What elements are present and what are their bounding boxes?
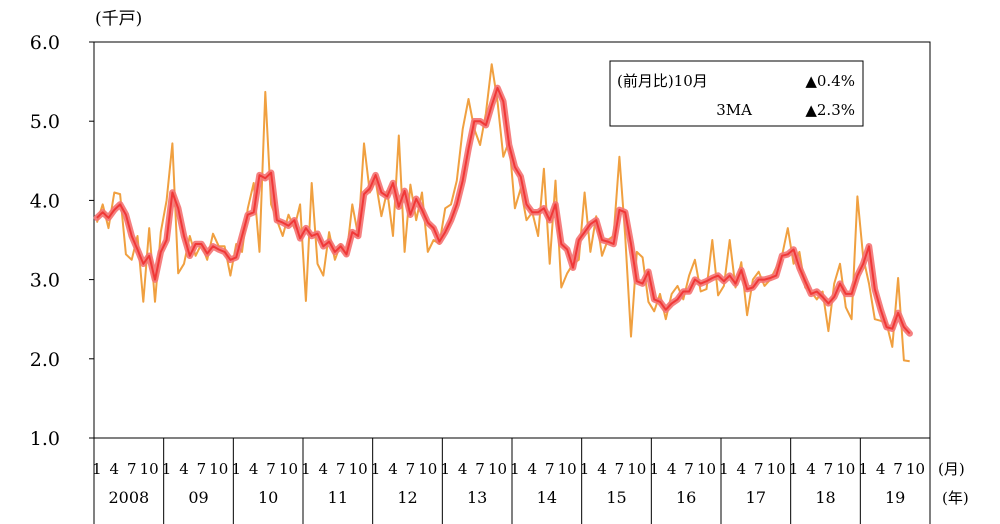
year-label: 16 (676, 488, 696, 507)
month-tick-label: 1 (231, 460, 241, 478)
legend: (前月比)10月 ▲0.4% 3MA ▲2.3% (609, 60, 864, 127)
month-tick-label: 1 (858, 460, 868, 478)
year-label: 09 (188, 488, 208, 507)
month-tick-label: 1 (371, 460, 381, 478)
y-tick-label: 2.0 (30, 349, 60, 371)
month-tick-label: 4 (319, 460, 329, 478)
month-tick-label: 7 (197, 460, 207, 478)
month-tick-label: 1 (789, 460, 799, 478)
x-unit-month: (月) (938, 460, 965, 478)
month-tick-label: 7 (545, 460, 555, 478)
month-tick-label: 7 (893, 460, 903, 478)
y-tick-label: 1.0 (30, 428, 60, 450)
legend-row2-label: 3MA (716, 101, 752, 119)
y-unit-label: (千戸) (95, 9, 142, 29)
month-tick-label: 4 (458, 460, 468, 478)
month-tick-label: 7 (127, 460, 137, 478)
month-tick-label: 7 (406, 460, 416, 478)
month-tick-label: 1 (162, 460, 172, 478)
month-tick-label: 4 (110, 460, 120, 478)
month-tick-label: 4 (876, 460, 886, 478)
legend-box (609, 60, 864, 127)
month-tick-label: 7 (336, 460, 346, 478)
month-tick-label: 10 (697, 460, 716, 478)
year-label: 11 (328, 488, 348, 507)
month-tick-label: 10 (767, 460, 786, 478)
month-tick-label: 7 (266, 460, 276, 478)
month-tick-label: 1 (510, 460, 520, 478)
month-tick-label: 10 (209, 460, 228, 478)
month-tick-label: 7 (824, 460, 834, 478)
month-tick-label: 1 (92, 460, 102, 478)
year-label: 12 (397, 488, 417, 507)
year-label: 19 (885, 488, 905, 507)
month-tick-label: 10 (627, 460, 646, 478)
x-unit-year: (年) (942, 489, 969, 507)
y-tick-label: 3.0 (30, 270, 60, 292)
month-tick-label: 1 (719, 460, 729, 478)
month-tick-label: 7 (684, 460, 694, 478)
month-tick-label: 10 (488, 460, 507, 478)
legend-row1-label: (前月比)10月 (617, 72, 708, 90)
year-label: 10 (258, 488, 278, 507)
month-tick-label: 1 (440, 460, 450, 478)
month-tick-label: 1 (649, 460, 659, 478)
month-tick-label: 10 (558, 460, 577, 478)
year-label: 18 (815, 488, 835, 507)
year-label: 15 (606, 488, 626, 507)
month-tick-label: 10 (349, 460, 368, 478)
month-tick-label: 10 (836, 460, 855, 478)
month-tick-label: 4 (249, 460, 259, 478)
y-axis-ticks: 1.0 2.0 3.0 4.0 5.0 6.0 (30, 32, 94, 450)
legend-row1-value: ▲0.4% (805, 72, 855, 90)
month-tick-label: 10 (906, 460, 925, 478)
month-tick-label: 4 (597, 460, 607, 478)
year-label: 14 (537, 488, 557, 507)
series-3ma-line (96, 86, 911, 335)
month-tick-label: 1 (301, 460, 311, 478)
y-tick-label: 4.0 (30, 190, 60, 212)
month-tick-label: 7 (475, 460, 485, 478)
y-tick-label: 6.0 (30, 32, 60, 54)
legend-row2-value: ▲2.3% (805, 101, 855, 119)
month-tick-label: 4 (528, 460, 538, 478)
year-label: 13 (467, 488, 487, 507)
month-tick-label: 10 (140, 460, 159, 478)
month-tick-label: 4 (737, 460, 747, 478)
series-group (93, 63, 913, 363)
month-tick-label: 4 (806, 460, 816, 478)
year-label: 2008 (108, 488, 149, 507)
year-label: 17 (746, 488, 766, 507)
month-tick-label: 1 (580, 460, 590, 478)
month-tick-label: 4 (388, 460, 398, 478)
month-tick-label: 10 (279, 460, 298, 478)
month-tick-label: 7 (754, 460, 764, 478)
month-tick-label: 4 (179, 460, 189, 478)
month-tick-label: 7 (615, 460, 625, 478)
y-tick-label: 5.0 (30, 111, 60, 133)
month-tick-label: 10 (418, 460, 437, 478)
month-tick-label: 4 (667, 460, 677, 478)
